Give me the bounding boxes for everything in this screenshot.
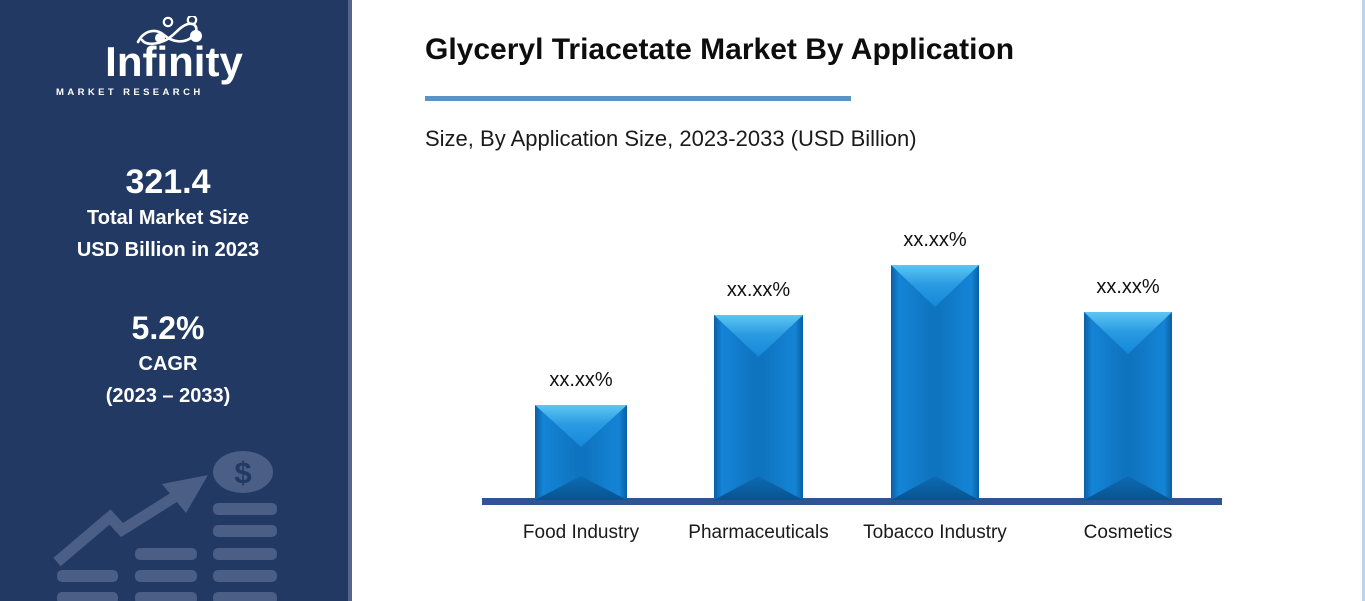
sidebar: Infinity MARKET RESEARCH 321.4 Total Mar… (0, 0, 352, 601)
x-axis-category-label: Tobacco Industry (863, 522, 1007, 543)
bar-pharmaceuticals (714, 315, 803, 500)
cagr-value: 5.2% (131, 310, 205, 346)
growth-arrow-icon (53, 475, 208, 567)
cagr-period: (2023 – 2033) (105, 385, 231, 407)
chart-panel: Glyceryl Triacetate Market By Applicatio… (356, 0, 1365, 601)
x-axis-category-label: Pharmaceuticals (688, 522, 829, 543)
bar-value-label: xx.xx% (903, 229, 967, 251)
infinity-logo-icon (136, 16, 202, 46)
bar-value-label: xx.xx% (726, 279, 791, 301)
chart-subtitle: Size, By Application Size, 2023-2033 (US… (425, 126, 917, 151)
bar-value-label: xx.xx% (1096, 276, 1160, 298)
cagr-label: CAGR (138, 353, 198, 375)
bar-food-industry (535, 405, 627, 500)
x-axis-line (482, 498, 1222, 505)
svg-text:$: $ (234, 455, 251, 490)
dollar-coin-icon: $ (213, 451, 273, 493)
bar-value-label: xx.xx% (549, 369, 613, 391)
bar-tobacco-industry (891, 265, 979, 500)
frame-right-edge (1362, 0, 1365, 601)
market-size-label-2: USD Billion in 2023 (76, 239, 260, 261)
market-size-value: 321.4 (125, 163, 211, 201)
coin-stacks-icon (57, 503, 277, 601)
growth-chart-decoration: $ (53, 451, 277, 601)
brand-tagline: MARKET RESEARCH (56, 87, 204, 98)
bar-cosmetics (1084, 312, 1172, 500)
x-axis-category-label: Food Industry (522, 522, 640, 543)
brand-logo: Infinity MARKET RESEARCH (34, 16, 314, 98)
title-underline (425, 96, 851, 101)
bar-chart: xx.xx% Food Industry xx.xx% Pharmaceuticals… (356, 0, 1365, 601)
market-size-stat: 321.4 Total Market Size USD Billion in 2… (0, 162, 336, 266)
brand-name: Infinity (105, 38, 243, 85)
page-title: Glyceryl Triacetate Market By Applicatio… (425, 33, 1015, 66)
cagr-stat: 5.2% CAGR (2023 – 2033) (0, 308, 336, 412)
market-size-label-1: Total Market Size (87, 207, 249, 229)
x-axis-category-label: Cosmetics (1083, 522, 1173, 543)
